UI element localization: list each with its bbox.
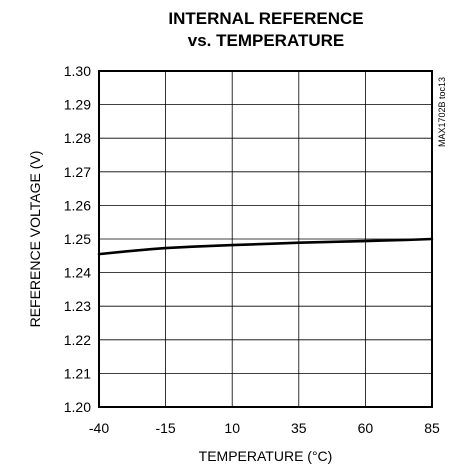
x-tick-label: -15 <box>155 420 175 436</box>
chart-title-line-2: vs. TEMPERATURE <box>187 31 345 50</box>
y-axis-label: REFERENCE VOLTAGE (V) <box>27 151 43 328</box>
y-tick-label: 1.29 <box>64 97 91 113</box>
x-tick-label: 10 <box>224 420 240 436</box>
y-tick-labels: 1.20 1.21 1.22 1.23 1.24 1.25 1.26 1.27 1.28 1.29… <box>64 63 91 415</box>
series-line <box>97 237 434 256</box>
x-axis-label: TEMPERATURE (°C) <box>199 448 333 464</box>
x-tick-label: 85 <box>424 420 440 436</box>
grid <box>99 71 432 407</box>
x-tick-labels: -40 -15 10 35 60 85 <box>89 420 440 436</box>
chart-title-line-1: INTERNAL REFERENCE <box>168 9 364 28</box>
y-tick-label: 1.26 <box>64 197 91 213</box>
x-tick-label: -40 <box>89 420 109 436</box>
y-tick-label: 1.21 <box>64 365 91 381</box>
y-tick-label: 1.22 <box>64 332 91 348</box>
y-tick-label: 1.30 <box>64 63 91 79</box>
y-tick-label: 1.28 <box>64 130 91 146</box>
y-tick-label: 1.23 <box>64 298 91 314</box>
y-tick-label: 1.24 <box>64 265 91 281</box>
chart-title: INTERNAL REFERENCE vs. TEMPERATURE <box>0 8 450 52</box>
y-tick-label: 1.27 <box>64 164 91 180</box>
x-tick-label: 60 <box>358 420 374 436</box>
series-group <box>97 237 434 256</box>
y-tick-label: 1.25 <box>64 231 91 247</box>
side-note: MAX1702B toc13 <box>437 77 447 147</box>
y-tick-label: 1.20 <box>64 399 91 415</box>
x-tick-label: 35 <box>291 420 307 436</box>
